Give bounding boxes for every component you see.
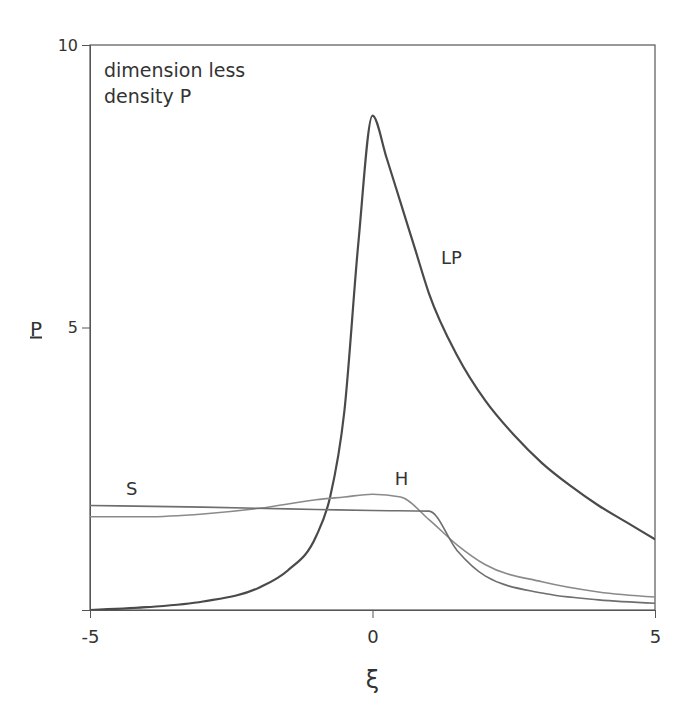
annotation: density P: [104, 85, 191, 107]
y-tick-mark: [82, 328, 90, 329]
chart-svg: -5 0 5 5 10 ξ Pdimension less density P LP H S: [0, 0, 673, 720]
x-tick-label: 0: [367, 626, 378, 647]
series-label: S: [126, 478, 137, 499]
plot-frame: [90, 45, 655, 610]
y-tick: 10: [58, 36, 90, 55]
x-tick-mark: [373, 610, 374, 618]
x-tick: 5: [650, 610, 661, 647]
y-tick-label: 10: [58, 36, 78, 55]
x-axis-line: [91, 611, 656, 619]
series-line: [90, 494, 655, 597]
x-tick-label: -5: [82, 626, 100, 647]
x-tick: -5: [82, 610, 100, 647]
x-axis-title: ξ: [366, 666, 379, 694]
y-tick: 5: [68, 318, 90, 337]
x-axis: -5 0 5: [82, 610, 662, 647]
y-tick-mark: [82, 45, 90, 46]
x-tick-mark: [655, 610, 656, 618]
y-axis: 5 10: [58, 36, 91, 611]
y-axis-title: P: [30, 317, 42, 341]
series-line: [90, 505, 655, 603]
x-tick-label: 5: [650, 626, 661, 647]
y-tick-label: 5: [68, 318, 78, 337]
plot-lines: [90, 116, 655, 610]
series-line: [90, 116, 655, 610]
x-tick-mark: [90, 610, 91, 618]
x-tick: 0: [367, 610, 378, 647]
chart-container: -5 0 5 5 10 ξ Pdimension less density P LP H S: [0, 0, 673, 720]
y-axis-line: [82, 46, 91, 611]
annotation: dimension less: [104, 59, 245, 81]
series-label: LP: [441, 247, 462, 268]
series-label: H: [395, 468, 409, 489]
